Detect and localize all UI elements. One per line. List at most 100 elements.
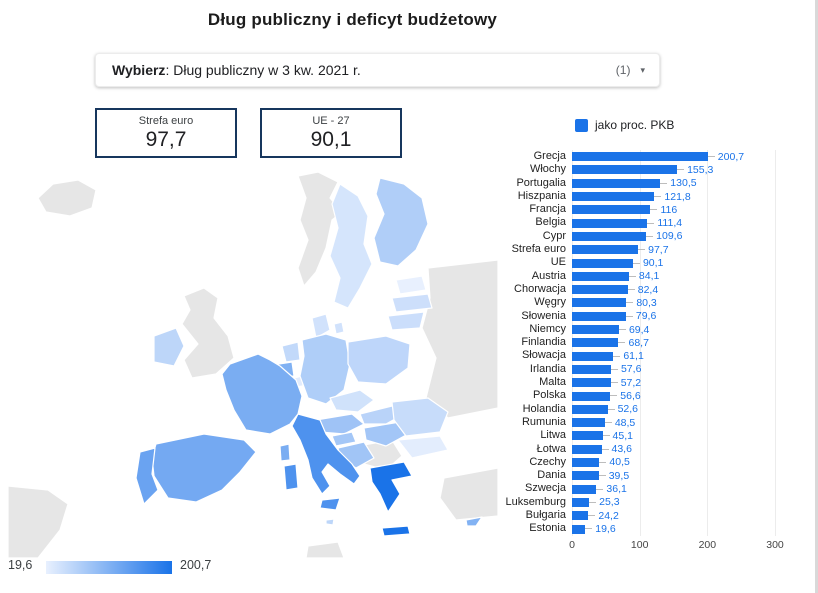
- map-country[interactable]: [329, 389, 375, 413]
- bar[interactable]: [572, 325, 619, 335]
- bar-area: 52,6: [572, 403, 775, 416]
- bar-row: Węgry 80,3: [498, 296, 813, 309]
- bar[interactable]: [572, 391, 611, 401]
- bar[interactable]: [572, 497, 590, 507]
- bar-area: 84,1: [572, 270, 775, 283]
- map-country[interactable]: [387, 311, 425, 331]
- map-country[interactable]: [151, 433, 257, 503]
- bar[interactable]: [572, 511, 589, 521]
- bar[interactable]: [572, 484, 597, 494]
- bar[interactable]: [572, 524, 586, 534]
- map-country[interactable]: [221, 353, 303, 435]
- value-leader-line: [602, 435, 610, 437]
- bar[interactable]: [572, 178, 661, 188]
- bar-value-label: 52,6: [617, 403, 639, 416]
- bar-category-label: Luksemburg: [505, 495, 566, 508]
- bar[interactable]: [572, 205, 651, 215]
- bar[interactable]: [572, 471, 599, 481]
- map-country[interactable]: [311, 313, 331, 339]
- bar-area: 68,7: [572, 336, 775, 349]
- map-country[interactable]: [347, 335, 411, 385]
- bar[interactable]: [572, 245, 639, 255]
- bar-category-label: Niemcy: [529, 322, 566, 335]
- bar-area: 45,1: [572, 429, 775, 442]
- map-country[interactable]: [333, 321, 345, 335]
- bar-area: 121,8: [572, 190, 775, 203]
- filter-dropdown-label: Wybierz: Dług publiczny w 3 kw. 2021 r.: [112, 62, 616, 78]
- map-country[interactable]: [325, 518, 335, 526]
- bar-value-label: 200,7: [717, 150, 745, 163]
- gridline: [775, 150, 776, 536]
- bar[interactable]: [572, 351, 614, 361]
- map-country[interactable]: [331, 431, 357, 447]
- map-country[interactable]: [391, 293, 433, 313]
- map-country[interactable]: [395, 275, 427, 295]
- bar-value-label: 19,6: [595, 522, 616, 535]
- bar-area: 43,6: [572, 443, 775, 456]
- map-country[interactable]: [279, 443, 291, 462]
- map-country[interactable]: [283, 463, 299, 491]
- map-country[interactable]: [135, 447, 159, 505]
- bar[interactable]: [572, 364, 611, 374]
- bar-area: 200,7: [572, 150, 775, 163]
- bar-row: Bułgaria 24,2: [498, 509, 813, 522]
- map-country[interactable]: [369, 461, 413, 513]
- bar-value-label: 25,3: [599, 496, 620, 509]
- bar-row: Niemcy 69,4: [498, 323, 813, 336]
- bar[interactable]: [572, 311, 626, 321]
- bar-category-label: Francja: [529, 203, 566, 216]
- bar[interactable]: [572, 444, 602, 454]
- bar[interactable]: [572, 271, 629, 281]
- bar[interactable]: [572, 152, 708, 162]
- bar[interactable]: [572, 192, 655, 202]
- map-country[interactable]: [373, 177, 429, 267]
- bar[interactable]: [572, 165, 678, 175]
- map-country[interactable]: [281, 341, 301, 363]
- bar-row: Rumunia 48,5: [498, 416, 813, 429]
- bar[interactable]: [572, 431, 603, 441]
- bar[interactable]: [572, 285, 628, 295]
- bar-category-label: Chorwacja: [514, 282, 566, 295]
- bar[interactable]: [572, 404, 608, 414]
- bar[interactable]: [572, 338, 619, 348]
- bar[interactable]: [572, 258, 633, 268]
- map-country[interactable]: [397, 435, 449, 459]
- bar-row: Estonia 19,6: [498, 522, 813, 535]
- bar[interactable]: [572, 458, 600, 468]
- bar[interactable]: [572, 231, 647, 241]
- bar-category-label: Hiszpania: [517, 189, 566, 202]
- map-country[interactable]: [381, 525, 411, 537]
- bar-category-label: Portugalia: [516, 176, 566, 189]
- x-axis-tick: 200: [698, 538, 717, 551]
- map-country[interactable]: [391, 397, 449, 437]
- map-country[interactable]: [153, 327, 185, 367]
- bar[interactable]: [572, 298, 627, 308]
- value-leader-line: [625, 315, 633, 317]
- map-country[interactable]: [319, 497, 341, 511]
- bar-row: Polska 56,6: [498, 389, 813, 402]
- bar-value-label: 69,4: [628, 323, 650, 336]
- bar-row: Finlandia 68,7: [498, 336, 813, 349]
- bar-area: 61,1: [572, 349, 775, 362]
- bar[interactable]: [572, 218, 648, 228]
- map-country[interactable]: [363, 421, 409, 447]
- scrollbar[interactable]: [815, 0, 818, 593]
- bar-category-label: Belgia: [535, 216, 566, 229]
- bar[interactable]: [572, 418, 605, 428]
- filter-dropdown[interactable]: Wybierz: Dług publiczny w 3 kw. 2021 r. …: [95, 53, 660, 87]
- bar-row: Włochy 155,3: [498, 163, 813, 176]
- x-axis: 0 100 200 300: [569, 538, 784, 553]
- bar[interactable]: [572, 378, 611, 388]
- bar-row: Słowenia 79,6: [498, 310, 813, 323]
- chevron-down-icon[interactable]: ▾: [640, 64, 645, 75]
- filter-count-badge: (1): [615, 63, 631, 77]
- map-country[interactable]: [299, 333, 351, 405]
- map-country[interactable]: [291, 413, 361, 495]
- value-leader-line: [626, 302, 634, 304]
- map-country[interactable]: [329, 183, 373, 309]
- bar-category-label: Irlandia: [529, 362, 566, 375]
- map-country[interactable]: [465, 516, 483, 527]
- map-region-non-eu-iceland: [37, 179, 97, 217]
- value-leader-line: [638, 249, 646, 251]
- value-leader-line: [610, 368, 618, 370]
